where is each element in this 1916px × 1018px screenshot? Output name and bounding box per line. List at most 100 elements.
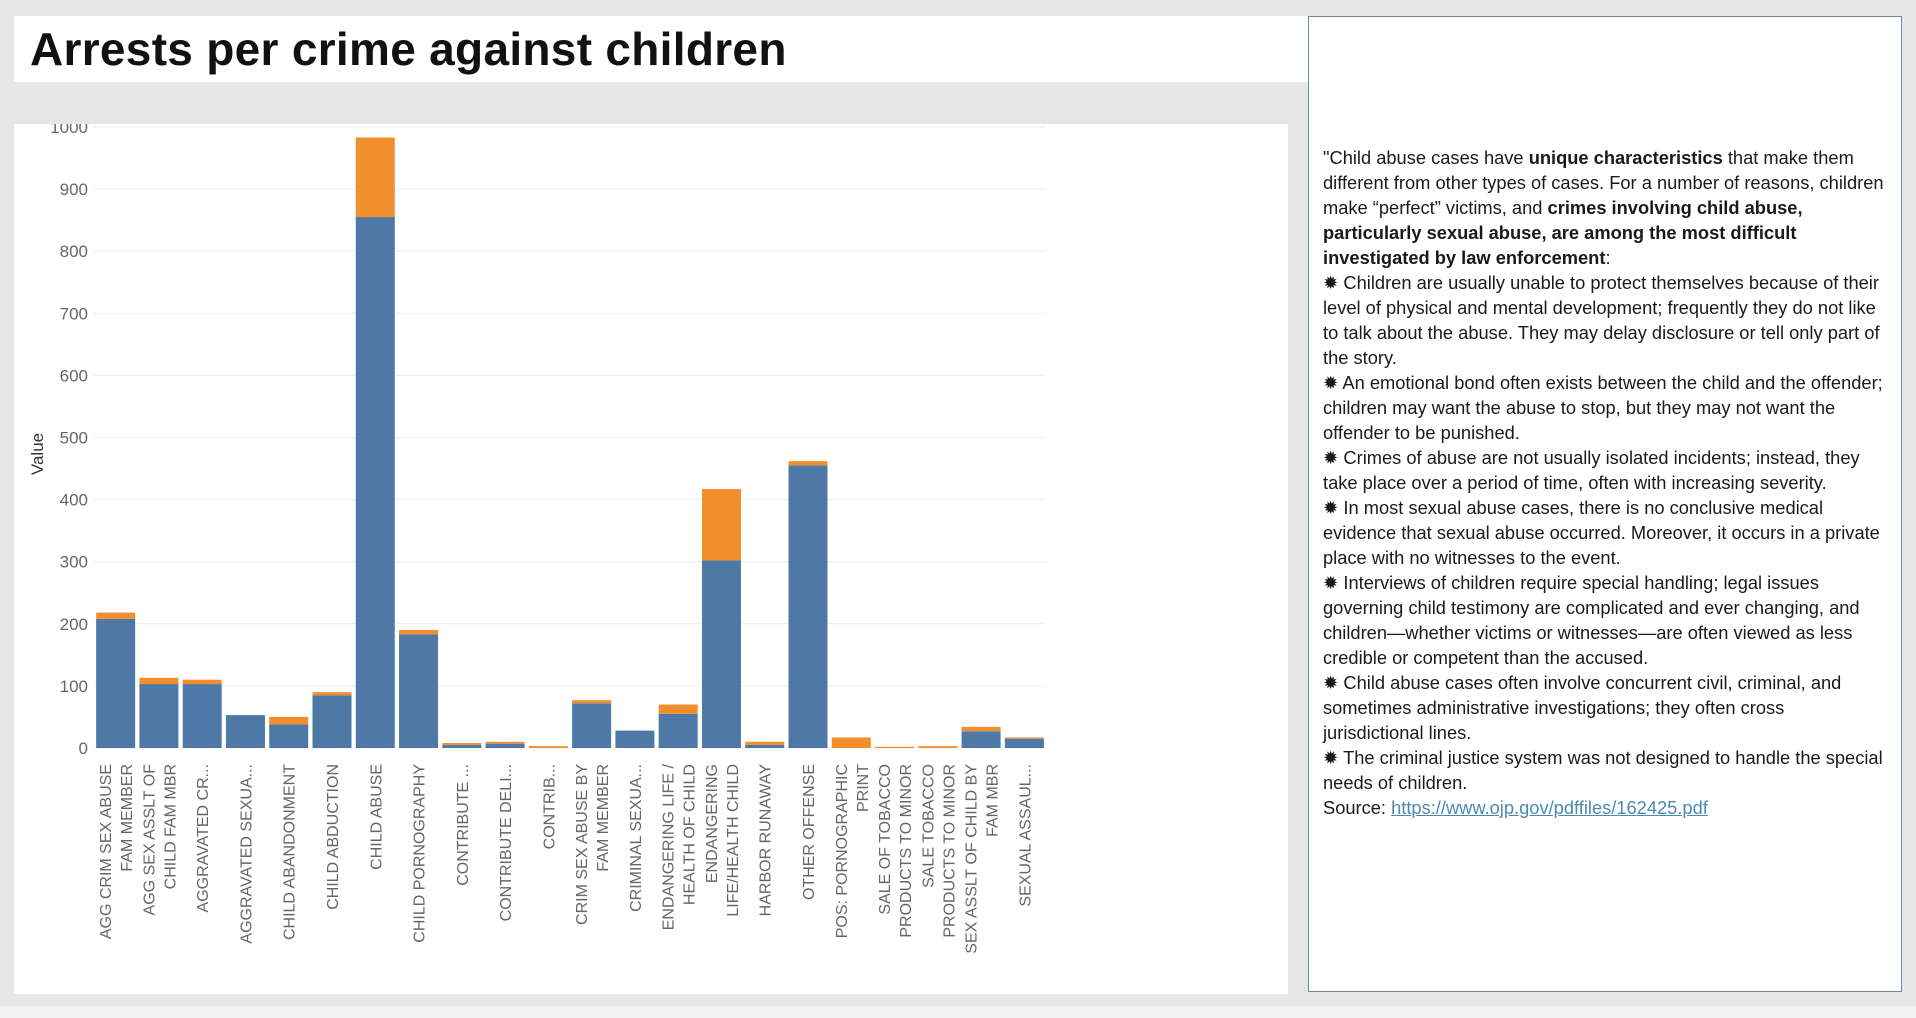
x-tick-label: CONTRIBUTE DELI... [498,764,515,921]
source-label: Source: [1323,797,1392,818]
intro-text-2: that make them different from other type… [1323,147,1884,218]
bar-segment-series1 [1004,738,1044,748]
y-tick-label: 500 [60,429,88,448]
bar-segment-series1 [658,713,698,748]
x-tick-label: SEX ASSLT OF CHILD BY [964,764,981,954]
bar-segment-series1 [485,743,525,748]
bar-segment-series2 [831,737,871,748]
title-bar: Arrests per crime against children [14,16,1308,82]
bar-segment-series1 [96,618,136,748]
bar-segment-series1 [745,744,785,748]
x-tick-label: AGG SEX ASSLT OF [141,764,158,916]
bullet-text: An emotional bond often exists between t… [1323,372,1883,443]
x-tick-label: LIFE/HEALTH CHILD [725,764,742,917]
bullet-star-icon: ✹ [1323,272,1339,293]
intro-bold-2: crimes involving child abuse, particular… [1323,197,1803,268]
bullet-star-icon: ✹ [1323,497,1339,518]
y-tick-label: 800 [60,242,88,261]
bar-segment-series2 [1004,737,1044,739]
bar-segment-series2 [875,746,915,748]
intro-text-3: : [1605,247,1611,268]
bar-segment-series2 [182,679,222,685]
bullet-item: ✹ Interviews of children require special… [1323,570,1889,670]
bar-segment-series2 [528,746,568,748]
bar-segment-series1 [269,724,309,748]
x-tick-label: ENDANGERING LIFE / [661,763,678,930]
x-tick-label: CHILD ABANDONMENT [282,764,299,940]
source-line: Source: https://www.ojp.gov/pdffiles/162… [1323,795,1889,820]
y-tick-label: 900 [60,180,88,199]
chart-container: 0 100 200 300 400 500 600 700 800 900 1000 Value AGG… [14,124,1288,994]
x-tick-label: SALE TOBACCO [920,764,937,888]
y-tick-label: 700 [60,304,88,323]
x-tick-label: CONTRIB... [541,764,558,849]
x-tick-label: HARBOR RUNAWAY [758,764,775,917]
x-tick-label: HEALTH OF CHILD [682,764,699,905]
bar-segment-series1 [615,730,655,748]
x-tick-label: AGGRAVATED SEXUA... [238,764,255,944]
x-tick-label: ENDANGERING [704,764,721,883]
x-tick-label: FAM MEMBER [119,764,136,872]
bar-segment-series2 [658,704,698,714]
x-tick-label: POS: PORNOGRAPHIC [834,764,851,938]
bullet-star-icon: ✹ [1323,672,1339,693]
bar-segment-series2 [918,746,958,748]
bar-segment-series2 [355,137,395,218]
bullet-item: ✹ In most sexual abuse cases, there is n… [1323,495,1889,570]
bar-segment-series2 [572,700,612,704]
bar-segment-series1 [788,465,828,748]
bar-segment-series1 [355,217,395,749]
bar-segment-series1 [139,684,179,748]
x-tick-label: FAM MEMBER [595,764,612,872]
bullet-list: ✹ Children are usually unable to protect… [1323,270,1889,795]
stacked-bar-chart: 0 100 200 300 400 500 600 700 800 900 1000 Value AGG… [28,124,1046,954]
bar-segment-series2 [399,630,439,635]
bar-segment-series1 [961,731,1001,748]
bar-segment-series2 [312,692,352,696]
x-tick-label: CRIMINAL SEXUA... [628,764,645,912]
y-tick-label: 100 [60,677,88,696]
bottom-strip [0,1006,1916,1018]
x-tick-label: CHILD ABUSE [368,764,385,870]
bar-segment-series2 [745,741,785,745]
x-tick-label: CHILD ABDUCTION [325,764,342,910]
y-tick-label: 400 [60,491,88,510]
y-tick-label: 200 [60,615,88,634]
bullet-item: ✹ The criminal justice system was not de… [1323,745,1889,795]
bar-segment-series1 [442,744,482,748]
y-tick-label: 1000 [50,124,88,137]
bullet-text: Child abuse cases often involve concurre… [1323,672,1842,743]
x-tick-label: PRODUCTS TO MINOR [898,764,915,938]
x-tick-label: AGG CRIM SEX ABUSE [98,764,115,939]
x-tick-label: CHILD FAM MBR [162,764,179,889]
bullet-text: Interviews of children require special h… [1323,572,1860,668]
bar-segment-series1 [225,715,265,748]
bullet-star-icon: ✹ [1323,747,1339,768]
text-panel: "Child abuse cases have unique character… [1308,16,1902,992]
bar-segment-series1 [399,634,439,748]
x-tick-label: CHILD PORNOGRAPHY [412,764,429,943]
bar-segment-series1 [182,684,222,748]
bar-segment-series2 [442,743,482,745]
intro-text-1: "Child abuse cases have [1323,147,1529,168]
source-link[interactable]: https://www.ojp.gov/pdffiles/162425.pdf [1391,797,1708,818]
bullet-star-icon: ✹ [1323,372,1339,393]
bullet-text: Crimes of abuse are not usually isolated… [1323,447,1860,493]
bullet-text: Children are usually unable to protect t… [1323,272,1880,368]
x-tick-label: PRODUCTS TO MINOR [941,764,958,938]
x-tick-label: FAM MBR [985,764,1002,837]
bullet-item: ✹ An emotional bond often exists between… [1323,370,1889,445]
page-title: Arrests per crime against children [30,23,787,75]
bar-segment-series2 [701,489,741,561]
x-tick-label: CRIM SEX ABUSE BY [574,764,591,925]
x-tick-label: SALE OF TOBACCO [877,764,894,915]
y-axis-title: Value [28,433,47,475]
quote-text: "Child abuse cases have unique character… [1323,145,1889,820]
bar-segment-series2 [485,741,525,744]
bullet-star-icon: ✹ [1323,447,1339,468]
bar-segment-series1 [312,695,352,748]
bar-segment-series2 [961,726,1001,732]
bar-segment-series1 [701,560,741,748]
intro-bold-1: unique characteristics [1528,147,1723,168]
bullet-item: ✹ Child abuse cases often involve concur… [1323,670,1889,745]
